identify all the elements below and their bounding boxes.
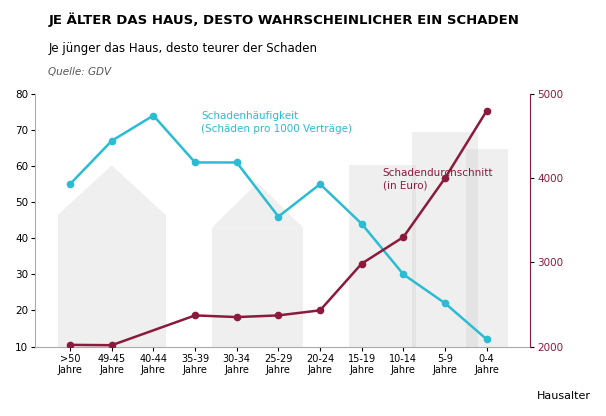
- Text: Quelle: GDV: Quelle: GDV: [48, 67, 112, 77]
- Bar: [349, 165, 416, 347]
- Bar: [211, 228, 304, 347]
- Bar: [411, 132, 478, 347]
- Text: Schadendurchschnitt
(in Euro): Schadendurchschnitt (in Euro): [382, 168, 493, 191]
- Polygon shape: [211, 183, 304, 228]
- Bar: [466, 149, 508, 347]
- Bar: [58, 215, 166, 347]
- Text: Hausalter: Hausalter: [537, 391, 591, 401]
- Text: Je jünger das Haus, desto teurer der Schaden: Je jünger das Haus, desto teurer der Sch…: [48, 42, 318, 54]
- Text: JE ÄLTER DAS HAUS, DESTO WAHRSCHEINLICHER EIN SCHADEN: JE ÄLTER DAS HAUS, DESTO WAHRSCHEINLICHE…: [48, 12, 519, 27]
- Text: Schadenhäufigkeit
(Schäden pro 1000 Verträge): Schadenhäufigkeit (Schäden pro 1000 Vert…: [201, 111, 352, 134]
- Polygon shape: [58, 165, 166, 215]
